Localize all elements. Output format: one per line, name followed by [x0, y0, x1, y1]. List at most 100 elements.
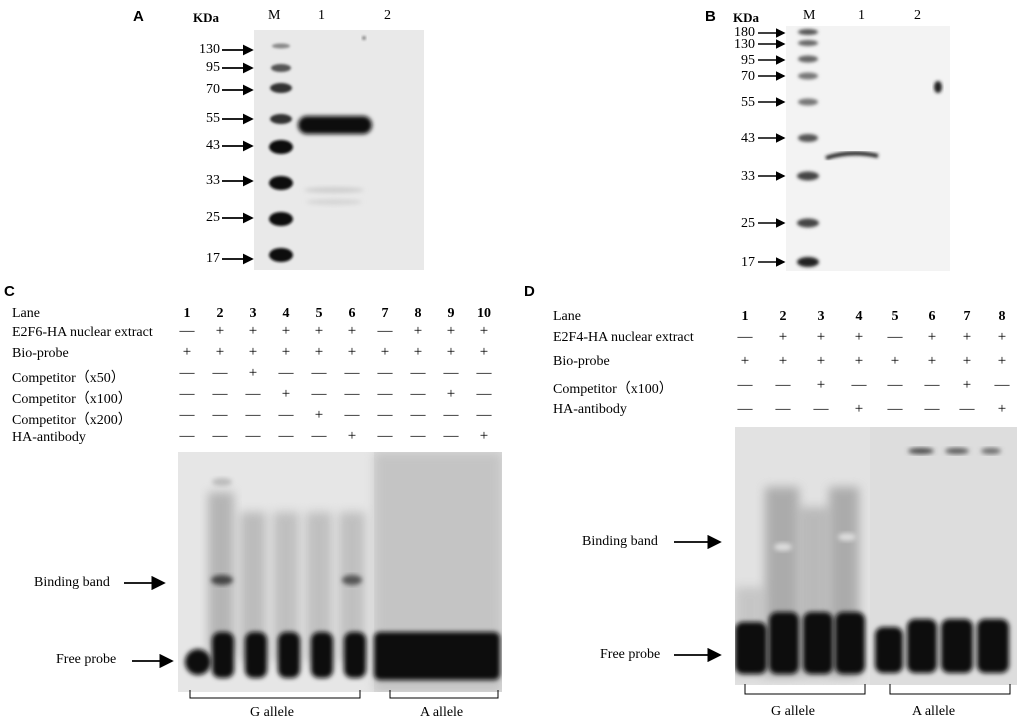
condition-sign: + [347, 428, 357, 444]
marker-band [798, 134, 818, 142]
condition-sign: — [377, 365, 393, 381]
condition-sign: — [245, 407, 261, 423]
condition-sign: — [887, 401, 903, 417]
condition-sign: + [816, 329, 826, 345]
marker-label: 25 [206, 210, 220, 225]
condition-sign: + [446, 344, 456, 360]
condition-sign: — [212, 365, 228, 381]
condition-sign: + [962, 329, 972, 345]
condition-sign: — [278, 365, 294, 381]
marker-label: 17 [206, 251, 220, 266]
free-probe-label: Free probe [56, 652, 117, 667]
condition-sign: + [778, 353, 788, 369]
condition-row-label: HA-antibody [553, 402, 627, 417]
condition-sign: + [314, 323, 324, 339]
marker-band [798, 55, 818, 63]
binding-band-label: Binding band [582, 534, 658, 549]
free-probe-band [907, 619, 937, 673]
condition-row-label: E2F6-HA nuclear extract [12, 325, 153, 340]
free-probe-band [735, 622, 767, 674]
marker-label: 95 [741, 53, 755, 68]
free-probe-band [941, 619, 973, 673]
condition-row-label: Competitor（x50） [12, 371, 125, 386]
marker-label: 180 [734, 25, 755, 40]
condition-sign: + [281, 386, 291, 402]
free-probe-band [374, 632, 500, 680]
panel-c-gel [178, 452, 502, 692]
condition-sign: + [997, 353, 1007, 369]
condition-sign: — [737, 377, 753, 393]
condition-sign: + [347, 344, 357, 360]
lane-number: 6 [928, 309, 936, 324]
supershift-band [981, 448, 1001, 454]
condition-sign: + [927, 353, 937, 369]
panel-d-group-brackets [744, 684, 1011, 695]
condition-sign: — [813, 401, 829, 417]
condition-sign: — [924, 401, 940, 417]
condition-sign: — [410, 407, 426, 423]
panel-b-lane-m: M [803, 8, 816, 23]
a-allele-label: A allele [420, 705, 464, 720]
condition-sign: + [281, 323, 291, 339]
marker-label: 70 [741, 69, 755, 84]
condition-sign: + [314, 344, 324, 360]
panel-a-unit: KDa [193, 10, 219, 25]
condition-sign: + [446, 323, 456, 339]
condition-sign: — [179, 365, 195, 381]
lane-number: 3 [817, 309, 825, 324]
marker-label: 95 [206, 60, 220, 75]
panel-a-lane-2: 2 [384, 8, 391, 23]
panel-a-marker-arrows [222, 44, 254, 265]
lane-number: 8 [998, 309, 1006, 324]
condition-sign: + [281, 344, 291, 360]
panel-b-blot [786, 26, 950, 271]
marker-label: 130 [734, 37, 755, 52]
condition-sign: — [179, 386, 195, 402]
marker-label: 25 [741, 216, 755, 231]
condition-sign: + [215, 323, 225, 339]
lane-number: 7 [963, 309, 971, 324]
lane1-band [825, 151, 879, 160]
panel-a-blot [254, 30, 424, 270]
condition-sign: + [927, 329, 937, 345]
condition-sign: — [443, 407, 459, 423]
panel-b-unit: KDa [733, 10, 759, 25]
condition-sign: + [962, 353, 972, 369]
marker-band [797, 218, 819, 228]
condition-sign: — [887, 377, 903, 393]
panel-b-marker-arrows [758, 28, 786, 267]
marker-band [270, 83, 292, 93]
lane-number: 10 [477, 306, 491, 321]
panel-c-arrows [124, 575, 174, 669]
condition-sign: — [775, 377, 791, 393]
marker-band [269, 248, 293, 262]
free-probe-band [835, 612, 865, 674]
condition-sign: + [890, 353, 900, 369]
marker-label: 17 [741, 255, 755, 270]
lane-number: 4 [282, 306, 290, 321]
condition-sign: — [179, 407, 195, 423]
condition-sign: — [212, 428, 228, 444]
free-probe-band [769, 612, 799, 674]
lane1-band [298, 116, 372, 134]
condition-sign: + [314, 407, 324, 423]
condition-sign: — [212, 407, 228, 423]
condition-sign: + [816, 377, 826, 393]
condition-sign: + [248, 344, 258, 360]
condition-sign: — [994, 377, 1010, 393]
condition-sign: + [778, 329, 788, 345]
lane-number: 6 [348, 306, 356, 321]
panel-c-letter: C [4, 283, 15, 300]
lane-number: 8 [414, 306, 422, 321]
lane-number: 4 [855, 309, 863, 324]
condition-sign: — [344, 365, 360, 381]
supershift-band [908, 448, 934, 454]
condition-sign: — [959, 401, 975, 417]
condition-sign: — [179, 323, 195, 339]
condition-sign: — [245, 428, 261, 444]
condition-sign: — [410, 365, 426, 381]
marker-label: 55 [206, 111, 220, 126]
marker-label: 70 [206, 82, 220, 97]
marker-label: 130 [199, 42, 220, 57]
marker-band [269, 176, 293, 190]
